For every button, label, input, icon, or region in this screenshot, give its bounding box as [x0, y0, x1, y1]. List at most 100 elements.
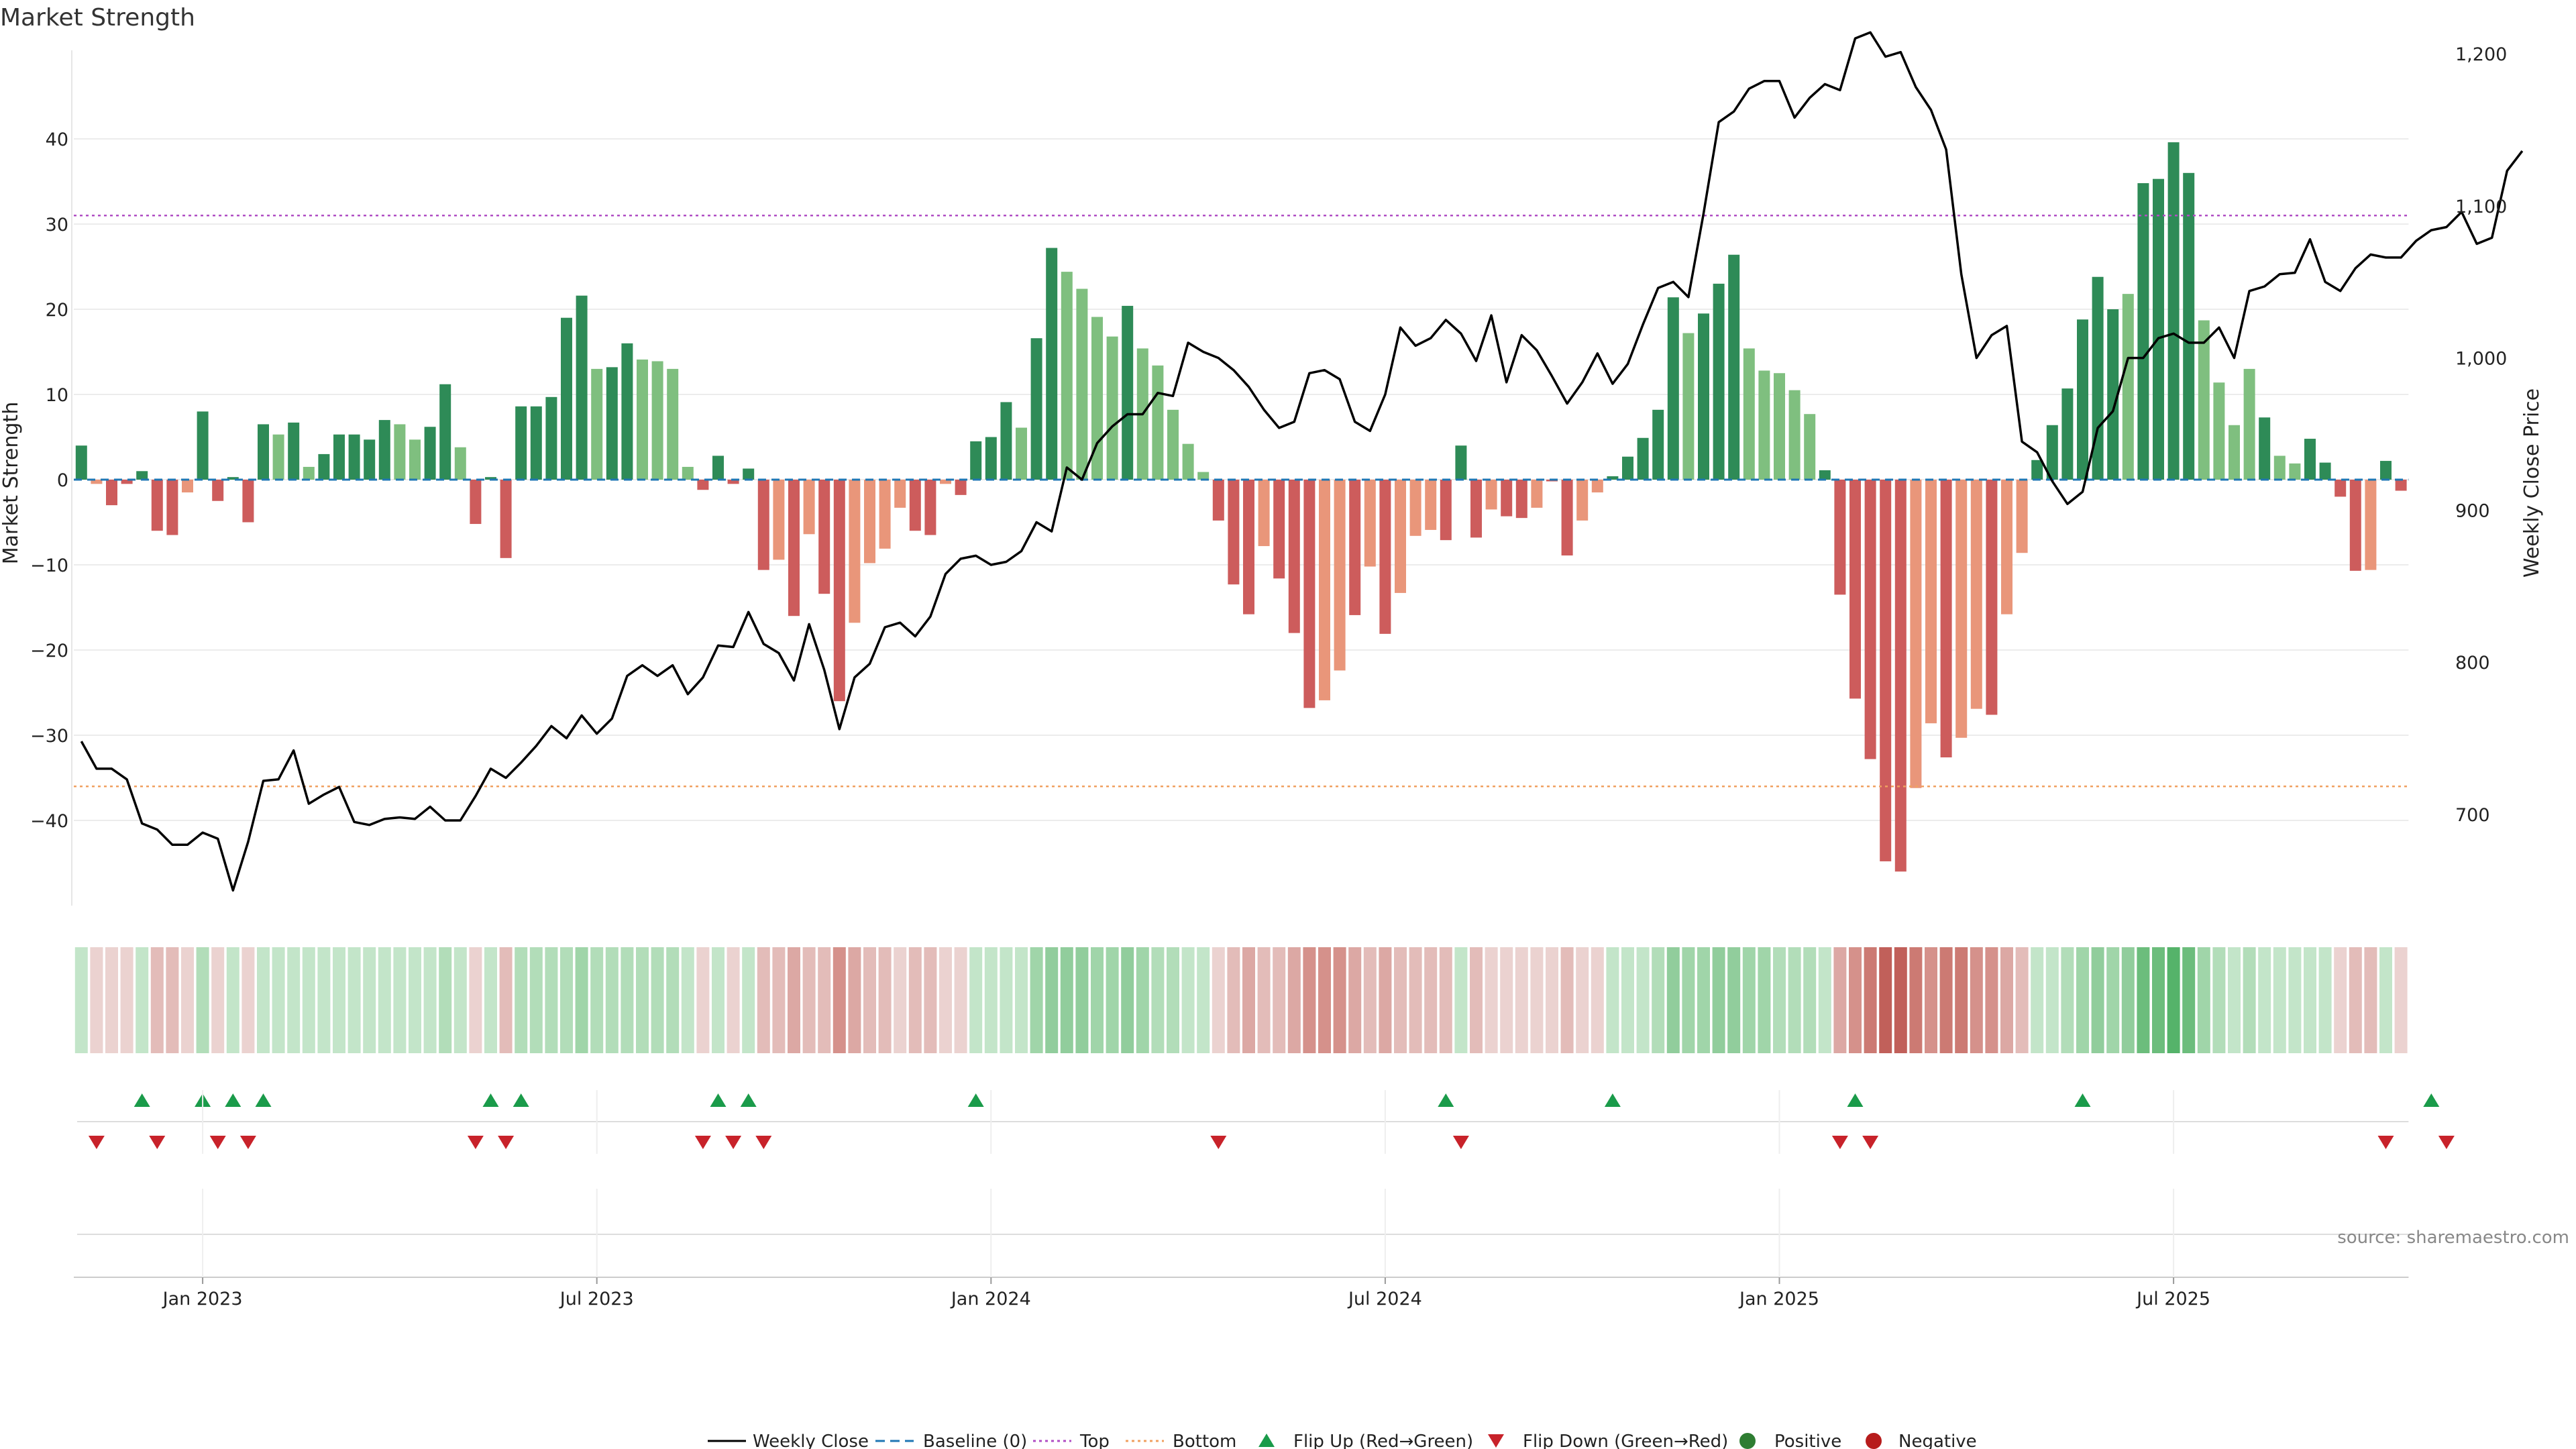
- heat-cell: [1758, 947, 1771, 1053]
- flip-down-marker: [694, 1136, 711, 1149]
- strength-bar: [212, 480, 224, 501]
- strength-bar: [1485, 480, 1497, 510]
- heat-cell: [136, 947, 149, 1053]
- strength-bar: [409, 439, 421, 480]
- strength-bar: [2319, 462, 2331, 480]
- strength-bar: [1940, 480, 1952, 758]
- strength-bar: [106, 480, 117, 506]
- heat-cell: [1212, 947, 1225, 1053]
- weekly-close-line: [80, 31, 2524, 892]
- strength-bar: [1440, 480, 1452, 541]
- strength-bar: [333, 434, 345, 480]
- strength-bar: [621, 343, 633, 480]
- strength-bar: [454, 447, 466, 480]
- strength-bar: [424, 427, 436, 480]
- strength-bar: [909, 480, 921, 531]
- heat-cell: [120, 947, 133, 1053]
- strength-bar: [2334, 480, 2347, 497]
- heat-cell: [333, 947, 345, 1053]
- heat-cell: [1560, 947, 1574, 1053]
- strength-bar: [1607, 476, 1619, 480]
- flip-up-marker: [967, 1093, 984, 1107]
- heat-cell: [2137, 947, 2150, 1053]
- strength-bar: [1470, 480, 1482, 538]
- heat-cell: [423, 947, 437, 1053]
- heat-cell: [1045, 947, 1059, 1053]
- heat-cell: [1136, 947, 1149, 1053]
- heat-cell: [1788, 947, 1801, 1053]
- strength-bar: [166, 480, 178, 535]
- heat-cell: [1682, 947, 1695, 1053]
- heat-cell: [2061, 947, 2074, 1053]
- strength-bar: [940, 480, 951, 484]
- heat-cell: [1515, 947, 1528, 1053]
- legend-top-label: Top: [1079, 1432, 1110, 1449]
- strength-bar: [2046, 425, 2058, 480]
- heat-cell: [1621, 947, 1634, 1053]
- strength-bar: [1273, 480, 1285, 579]
- heat-cell: [1576, 947, 1589, 1053]
- flip-down-marker: [1862, 1136, 1879, 1149]
- strength-bar: [2137, 183, 2149, 480]
- left-tick-label: 20: [46, 300, 68, 321]
- heat-cell: [317, 947, 331, 1053]
- strength-bar: [1894, 480, 1907, 872]
- heat-cell: [1015, 947, 1028, 1053]
- heat-cell: [1197, 947, 1210, 1053]
- flip-up-marker: [2423, 1093, 2440, 1107]
- heat-cell: [878, 947, 892, 1053]
- strength-bar: [1698, 313, 1709, 480]
- x-tick-label: Jul 2023: [559, 1289, 634, 1309]
- strength-bar: [1319, 480, 1330, 700]
- heat-cell: [469, 947, 482, 1053]
- flip-markers: [77, 1093, 2455, 1235]
- heat-cell: [2000, 947, 2013, 1053]
- strength-bar: [2213, 382, 2225, 480]
- heat-cell: [757, 947, 770, 1053]
- flip-up-marker: [2074, 1093, 2091, 1107]
- heat-cell: [1030, 947, 1043, 1053]
- strength-bar: [1849, 480, 1861, 699]
- x-tick-label: Jan 2024: [950, 1289, 1031, 1309]
- strength-bar: [1591, 480, 1603, 493]
- legend-bottom-label: Bottom: [1173, 1432, 1236, 1449]
- strength-bar: [2001, 480, 2012, 614]
- strength-bar: [1986, 480, 1998, 715]
- strength-bar: [2031, 460, 2043, 480]
- strength-bar: [1758, 370, 1770, 480]
- strength-bar: [1576, 480, 1589, 521]
- price-line-layer: [80, 31, 2524, 892]
- flip-up-marker: [482, 1093, 499, 1107]
- strength-bar: [1228, 480, 1240, 585]
- right-tick-label: 800: [2455, 653, 2490, 674]
- heat-cell: [409, 947, 421, 1053]
- strength-bar: [1288, 480, 1300, 633]
- heat-cell: [848, 947, 861, 1053]
- strength-bar: [1152, 365, 1164, 480]
- strength-bar: [1955, 480, 1968, 738]
- strength-bar: [2153, 178, 2164, 480]
- heat-cell: [590, 947, 604, 1053]
- heat-cell: [378, 947, 391, 1053]
- left-axis-ticks: −40 −30 −20 −10 0 10 20 30 40: [30, 129, 68, 832]
- strength-bar: [1910, 480, 1922, 788]
- flip-down-marker: [2377, 1136, 2394, 1149]
- strength-bar: [561, 317, 572, 480]
- heat-cell: [196, 947, 209, 1053]
- heat-cell: [166, 947, 179, 1053]
- heat-cell: [2379, 947, 2392, 1053]
- strength-bar: [803, 480, 815, 535]
- right-tick-label: 1,200: [2455, 44, 2507, 65]
- heat-cell: [499, 947, 513, 1053]
- flip-down-marker: [467, 1136, 484, 1149]
- strength-bar: [2243, 368, 2255, 480]
- legend-negative-label: Negative: [1898, 1432, 1977, 1449]
- strength-bar: [2273, 455, 2286, 480]
- heat-cell: [1348, 947, 1362, 1053]
- x-tick-label: Jul 2025: [2135, 1289, 2210, 1309]
- strength-bar: [1637, 437, 1649, 480]
- strength-bar: [2395, 480, 2407, 491]
- heat-cell: [1000, 947, 1013, 1053]
- flip-up-marker: [740, 1093, 757, 1107]
- heat-cell: [1273, 947, 1286, 1053]
